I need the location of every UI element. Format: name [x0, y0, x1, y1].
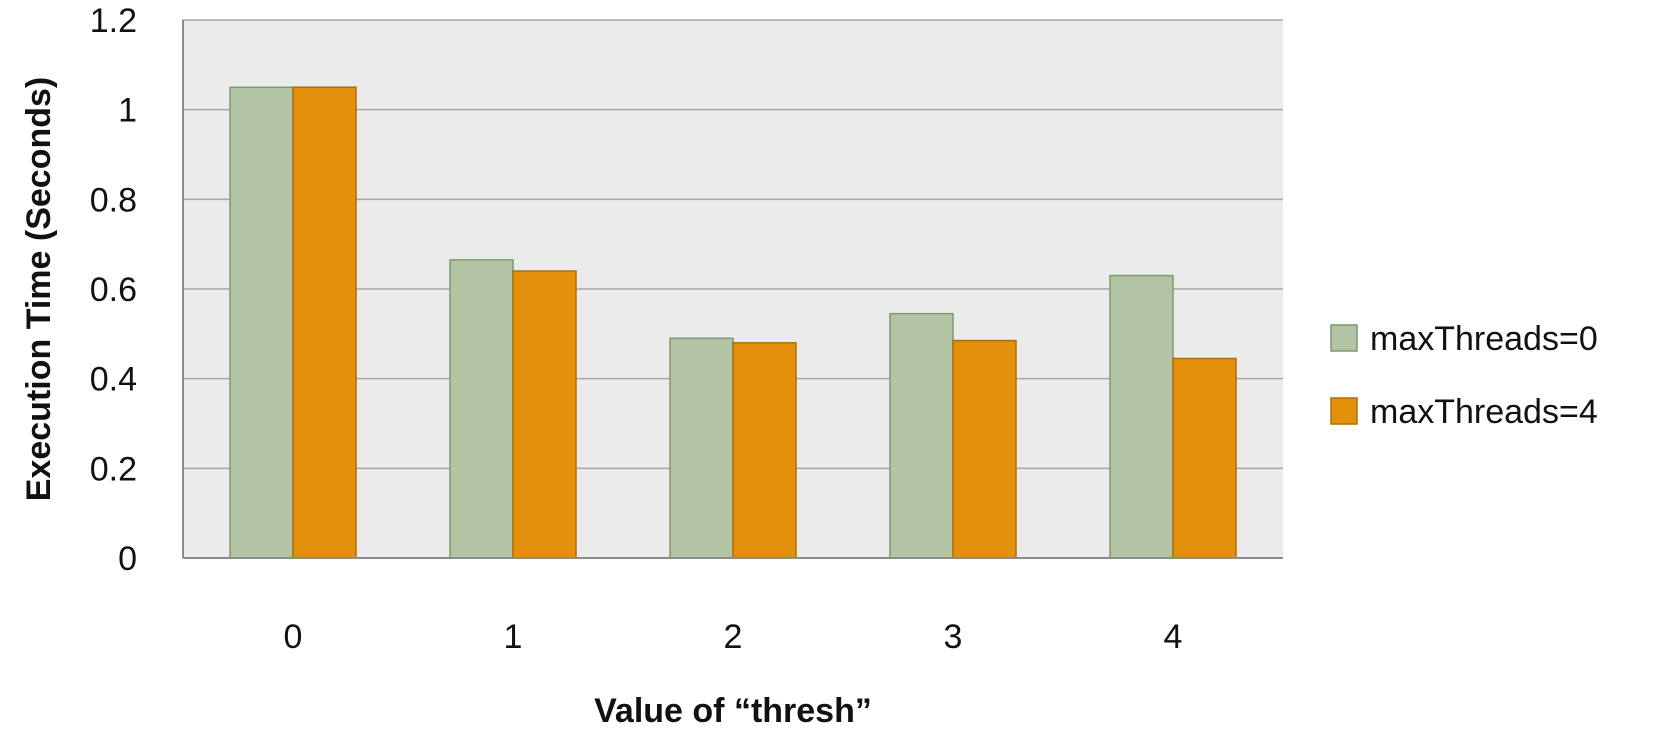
bar-maxThreads=4-2: [732, 342, 797, 559]
x-tick-label: 0: [284, 618, 303, 656]
y-tick-labels: 0 0.2 0.4 0.6 0.8 1 1.2: [90, 2, 137, 578]
bar-maxThreads=4-0: [292, 86, 357, 559]
y-tick-label: 0.8: [90, 181, 137, 219]
bar-maxThreads=0-2: [669, 337, 734, 559]
legend-swatch: [1330, 397, 1358, 425]
bars: [229, 86, 1237, 559]
x-tick-label: 2: [724, 618, 743, 656]
legend-label: maxThreads=4: [1370, 393, 1598, 431]
y-tick-label: 0: [118, 540, 137, 578]
legend-label: maxThreads=0: [1370, 320, 1598, 358]
bar-maxThreads=0-1: [449, 259, 514, 559]
bar-maxThreads=0-3: [889, 312, 954, 559]
y-tick-label: 0.6: [90, 271, 137, 309]
bar-maxThreads=4-4: [1172, 357, 1237, 559]
y-axis-title: Execution Time (Seconds): [20, 77, 58, 501]
y-tick-label: 1: [118, 92, 137, 130]
x-tick-label: 3: [944, 618, 963, 656]
x-tick-label: 1: [504, 618, 523, 656]
bar-maxThreads=0-4: [1109, 274, 1174, 559]
bar-maxThreads=4-3: [952, 339, 1017, 559]
x-tick-label: 4: [1164, 618, 1183, 656]
bar-maxThreads=0-0: [229, 86, 294, 559]
x-axis-title: Value of “thresh”: [594, 692, 872, 730]
legend-swatch: [1330, 324, 1358, 352]
bar-maxThreads=4-1: [512, 270, 577, 559]
y-tick-label: 0.2: [90, 450, 137, 488]
x-tick-labels: 0 1 2 3 4: [284, 618, 1183, 656]
y-tick-label: 0.4: [90, 361, 137, 399]
legend: maxThreads=0 maxThreads=4: [1330, 320, 1598, 431]
y-tick-label: 1.2: [90, 2, 137, 40]
